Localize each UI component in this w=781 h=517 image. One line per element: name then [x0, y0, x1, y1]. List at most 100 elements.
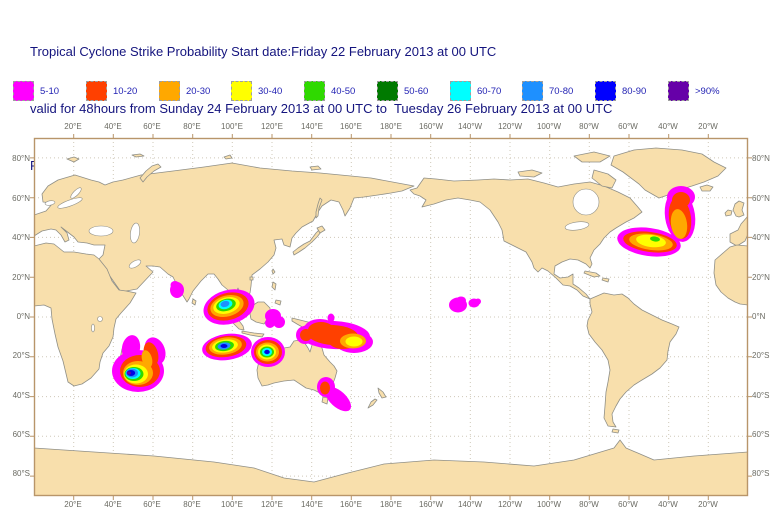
- edge-west-africa: [713, 244, 748, 306]
- axis-tick-label: 140°W: [457, 500, 483, 509]
- axis-tick-label: 100°E: [221, 500, 243, 509]
- island-cuba: [583, 270, 601, 278]
- axis-tick-label: 20°N: [752, 273, 770, 282]
- island-hainan: [249, 276, 254, 281]
- axis-tick-label: 120°E: [261, 500, 283, 509]
- legend-swatch: [159, 81, 180, 101]
- island-severnaya-zemlya: [223, 154, 233, 160]
- skagerrak: [44, 200, 56, 206]
- axis-tick-label: 100°E: [221, 122, 243, 131]
- island-franz-josef: [131, 153, 145, 158]
- island-ellesmere: [573, 151, 611, 163]
- axis-tick-label: 60°E: [143, 500, 161, 509]
- island-banks-victoria: [517, 169, 543, 178]
- axis-tick-label: 120°W: [497, 500, 523, 509]
- cyclone-region-tasman-sea: [317, 377, 352, 412]
- cyclone-region-north-atlantic: [617, 186, 696, 257]
- continent-africa: [34, 242, 137, 387]
- legend-swatch: [595, 81, 616, 101]
- axis-tick-label: 160°W: [418, 500, 444, 509]
- great-lakes: [564, 221, 590, 231]
- island-new-siberian: [309, 165, 322, 171]
- legend-label: 50-60: [404, 86, 429, 97]
- inland-water: [44, 187, 600, 333]
- legend-swatch: [231, 81, 252, 101]
- landmasses: [34, 147, 748, 496]
- axis-tick-label: 0°N: [752, 312, 766, 321]
- island-mindanao: [274, 299, 282, 306]
- legend-swatch: [377, 81, 398, 101]
- island-java: [241, 330, 265, 338]
- axis-tick-label: 160°W: [418, 122, 444, 131]
- axis-tick-label: 80°S: [752, 469, 770, 478]
- cyclone-region-central-indian-ocean: [202, 333, 252, 361]
- legend-label: 20-30: [186, 86, 211, 97]
- axis-tick-label: 60°E: [143, 122, 161, 131]
- island-sri-lanka: [191, 298, 197, 306]
- lake-tanganyika: [91, 323, 95, 333]
- axis-tick-label: 100°W: [536, 122, 562, 131]
- axis-tick-label: 60°W: [618, 500, 638, 509]
- axis-tick-label: 40°S: [752, 391, 770, 400]
- legend-swatch: [86, 81, 107, 101]
- axis-tick-label: 40°W: [658, 500, 678, 509]
- axis-tick-label: 180°E: [380, 122, 402, 131]
- cyclone-region-northwest-australia: [251, 337, 285, 367]
- axis-tick-label: 20°S: [12, 351, 30, 360]
- black-sea: [88, 225, 114, 237]
- persian-gulf: [128, 259, 142, 269]
- continent-south-america: [586, 292, 680, 428]
- axis-tick-label: 40°N: [12, 233, 30, 242]
- island-greenland: [610, 147, 727, 199]
- axis-tick-label: 60°W: [618, 122, 638, 131]
- island-tierra-del-fuego: [611, 428, 620, 434]
- map-frame: [30, 134, 752, 500]
- axis-tick-label: 80°N: [752, 154, 770, 163]
- axis-tick-label: 80°W: [579, 122, 599, 131]
- island-novaya-zemlya: [139, 163, 162, 183]
- island-taiwan: [271, 268, 276, 275]
- island-hispaniola: [601, 277, 610, 283]
- cyclone-region-south-pacific: [449, 296, 481, 313]
- axis-tick-label: 140°E: [301, 122, 323, 131]
- island-new-zealand-north: [377, 387, 387, 399]
- lake-victoria: [97, 316, 103, 322]
- axis-tick-label: 20°E: [64, 122, 82, 131]
- cyclone-region-borneo: [265, 309, 285, 328]
- axis-tick-label: 60°N: [12, 194, 30, 203]
- cyclone-region-madagascar: [112, 335, 166, 392]
- legend-label: 10-20: [113, 86, 138, 97]
- axis-tick-label: 60°N: [752, 194, 770, 203]
- island-svalbard: [66, 156, 80, 163]
- axis-tick-label: 40°E: [104, 122, 122, 131]
- cyclone-region-coral-sea: [296, 319, 373, 353]
- legend-label: 40-50: [331, 86, 356, 97]
- axis-tick-label: 100°W: [536, 500, 562, 509]
- axis-tick-label: 120°E: [261, 122, 283, 131]
- continent-antarctica: [34, 439, 748, 496]
- title-line-1: Tropical Cyclone Strike Probability Star…: [30, 44, 497, 59]
- legend-label: 30-40: [258, 86, 283, 97]
- hudson-bay: [572, 188, 600, 216]
- legend-label: 80-90: [622, 86, 647, 97]
- island-sakhalin: [315, 197, 323, 219]
- axis-tick-label: 80°W: [579, 500, 599, 509]
- island-tasmania: [321, 396, 329, 405]
- island-iceland: [699, 184, 714, 192]
- axis-tick-label: 0°N: [16, 312, 30, 321]
- axis-tick-label: 60°S: [752, 430, 770, 439]
- island-uk: [732, 200, 745, 218]
- axis-tick-label: 80°E: [183, 500, 201, 509]
- cyclone-region-bay-of-bengal: [203, 289, 255, 325]
- legend-swatch: [304, 81, 325, 101]
- gulf-of-bothnia: [70, 187, 82, 199]
- legend-swatch: [668, 81, 689, 101]
- axis-tick-label: 40°N: [752, 233, 770, 242]
- axis-tick-label: 40°S: [12, 391, 30, 400]
- axis-tick-label: 20°W: [698, 500, 718, 509]
- axis-tick-label: 20°E: [64, 500, 82, 509]
- axis-tick-label: 80°N: [12, 154, 30, 163]
- legend-swatch: [522, 81, 543, 101]
- caspian-sea: [130, 222, 140, 244]
